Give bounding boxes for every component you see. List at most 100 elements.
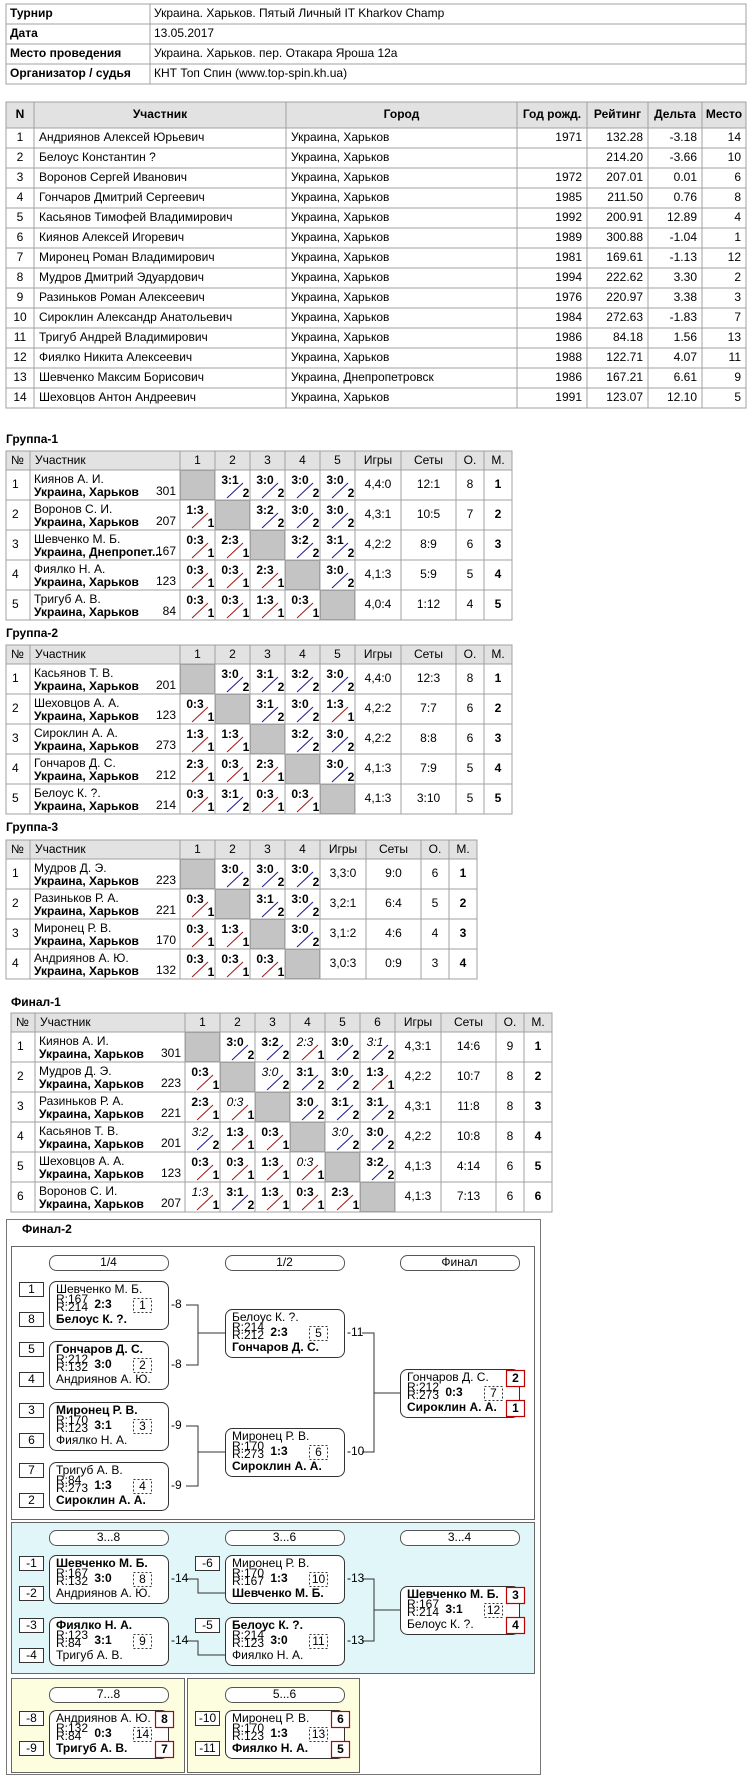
table-cell <box>34 1121 186 1153</box>
table-cell <box>284 529 321 561</box>
result-slash <box>296 602 314 619</box>
table-cell <box>359 1061 396 1093</box>
match-number-box <box>133 1298 152 1313</box>
round-header-text: Финал <box>441 1255 477 1269</box>
round-header-text: 7...8 <box>97 1687 121 1701</box>
table-text: 1981 <box>555 250 582 264</box>
result-points: 1 <box>243 740 250 754</box>
header-text: 2 <box>229 842 236 856</box>
row-number: 3 <box>12 537 19 551</box>
sets: 3:10 <box>417 791 441 805</box>
table-cell <box>184 1181 221 1213</box>
seed-box <box>19 1648 44 1663</box>
table-cell <box>483 499 513 531</box>
result-points: 2 <box>243 875 250 889</box>
header-text: 4 <box>299 842 306 856</box>
player-city: Украина, Харьков <box>39 1137 144 1151</box>
result-slash <box>296 931 314 948</box>
match-number: 2 <box>139 1358 146 1372</box>
table-cell <box>448 948 478 980</box>
games: 4,3:1 <box>365 507 392 521</box>
header-text: Сеты <box>454 1015 483 1029</box>
round-header-text: 5...6 <box>273 1687 297 1701</box>
result-points: 1 <box>208 710 215 724</box>
table-cell <box>29 499 181 531</box>
result-score: 1:3 <box>366 1065 384 1079</box>
result-slash <box>231 1044 249 1061</box>
row-number: 1 <box>12 477 19 491</box>
table-cell <box>400 783 457 815</box>
player-city: Украина, Днепропет... <box>34 545 162 559</box>
self-cell <box>215 889 250 919</box>
header-text: 1 <box>199 1015 206 1029</box>
result-points: 1 <box>243 546 250 560</box>
match-number: 7 <box>490 1386 497 1400</box>
place: 1 <box>535 1039 542 1053</box>
table-cell <box>5 888 31 920</box>
table-cell <box>34 1061 186 1093</box>
points: 8 <box>467 477 474 491</box>
bracket-connector <box>362 1609 400 1642</box>
result-slash <box>296 482 314 499</box>
seed-box <box>19 1493 44 1508</box>
seed: -4 <box>26 1648 37 1662</box>
result-score: 3:1 <box>256 892 274 906</box>
bracket-player: Тригуб А. В. <box>56 1463 123 1477</box>
bracket-rating: R:167 <box>56 1566 88 1580</box>
result-slash <box>301 1194 319 1211</box>
table-text: Гончаров Дмитрий Сергеевич <box>39 190 205 204</box>
round-header-text: 1/4 <box>100 1255 117 1269</box>
match-number-box <box>133 1358 152 1373</box>
games: 4,3:1 <box>405 1099 432 1113</box>
header-text: 6 <box>374 1015 381 1029</box>
games: 4,1:3 <box>365 761 392 775</box>
bracket-rating: R:123 <box>232 1729 264 1743</box>
header-text: 2 <box>234 1015 241 1029</box>
header-text: 3 <box>264 453 271 467</box>
table-cell <box>29 753 181 785</box>
table-text: 1.56 <box>674 330 698 344</box>
result-score: 3:1 <box>366 1095 384 1109</box>
match-box <box>225 1617 345 1666</box>
result-slash <box>196 1104 214 1121</box>
header-text: 1 <box>194 647 201 661</box>
table-text: 1994 <box>555 270 582 284</box>
table-cell <box>249 589 286 621</box>
match-box <box>49 1462 169 1511</box>
games: 4,2:2 <box>365 701 392 715</box>
table-text: 3.38 <box>674 290 698 304</box>
result-score: 3:2 <box>291 667 309 681</box>
table-cell <box>483 559 513 591</box>
seed-box <box>19 1556 44 1571</box>
header-text: № <box>11 647 24 661</box>
result-slash <box>296 676 314 693</box>
player-city: Украина, Харьков <box>34 799 139 813</box>
table-text: Андриянов Алексей Юрьевич <box>39 130 204 144</box>
result-points: 1 <box>208 606 215 620</box>
table-cell <box>394 1151 442 1183</box>
header-text: 2 <box>229 647 236 661</box>
table-text: Украина, Харьков <box>291 270 389 284</box>
result-slash <box>261 871 279 888</box>
match-number: 11 <box>312 1634 325 1648</box>
result-slash <box>226 871 244 888</box>
row-number: 3 <box>12 731 19 745</box>
player-name: Тригуб А. В. <box>34 592 101 606</box>
result-slash <box>226 961 244 978</box>
table-text: 1971 <box>555 130 582 144</box>
info-value: КНТ Топ Спин (www.top-spin.kh.ua) <box>154 66 347 80</box>
table-text: 12.10 <box>667 390 697 404</box>
self-cell <box>290 1122 325 1152</box>
result-slash <box>266 1194 284 1211</box>
header-text: Сеты <box>414 647 443 661</box>
seed: 7 <box>28 1463 35 1477</box>
result-slash <box>191 766 209 783</box>
games: 4,2:2 <box>365 731 392 745</box>
seed-box <box>19 1586 44 1601</box>
bracket-rating: R:214 <box>56 1300 88 1314</box>
seed: -2 <box>26 1586 37 1600</box>
table-text: 200.91 <box>606 210 643 224</box>
result-score: 3:1 <box>296 1065 314 1079</box>
result-slash <box>296 542 314 559</box>
match-number: 13 <box>312 1727 326 1741</box>
